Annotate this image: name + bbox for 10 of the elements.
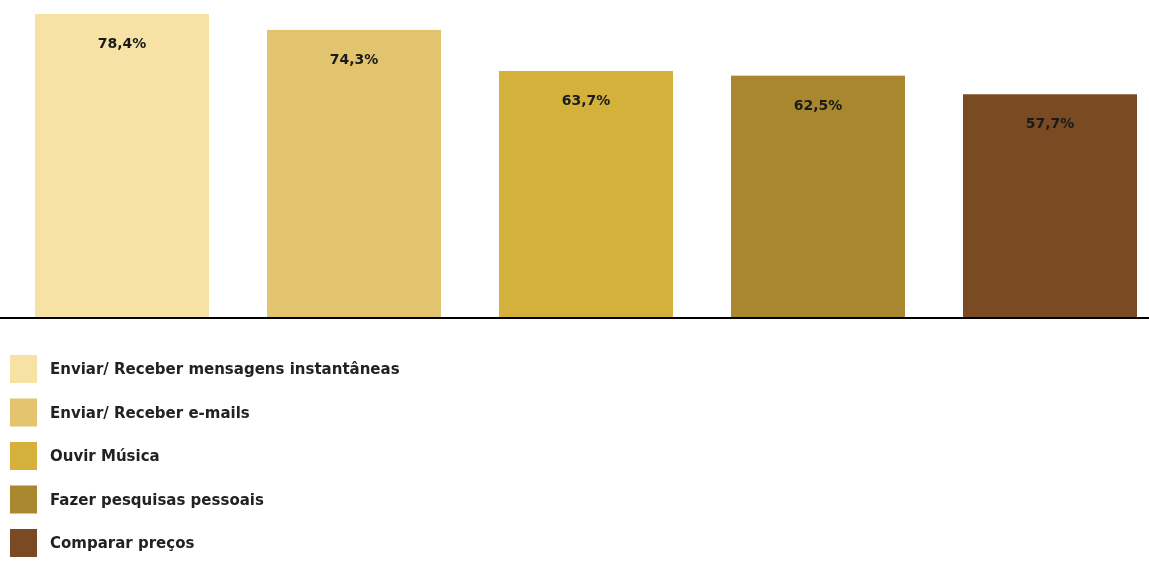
legend-label: Enviar/ Receber e-mails	[50, 403, 250, 422]
data-label: 57,7%	[1025, 115, 1075, 132]
legend-label: Comparar preços	[50, 534, 195, 552]
data-label: 78,4%	[97, 35, 147, 51]
legend-label: Ouvir Música	[50, 447, 160, 465]
data-label: 74,3%	[329, 50, 379, 67]
data-label: 62,5%	[793, 96, 843, 113]
legend-label: Enviar/ Receber mensagens instantâneas	[50, 360, 400, 378]
legend-label: Fazer pesquisas pessoais	[50, 490, 264, 509]
data-label: 63,7%	[561, 92, 611, 108]
